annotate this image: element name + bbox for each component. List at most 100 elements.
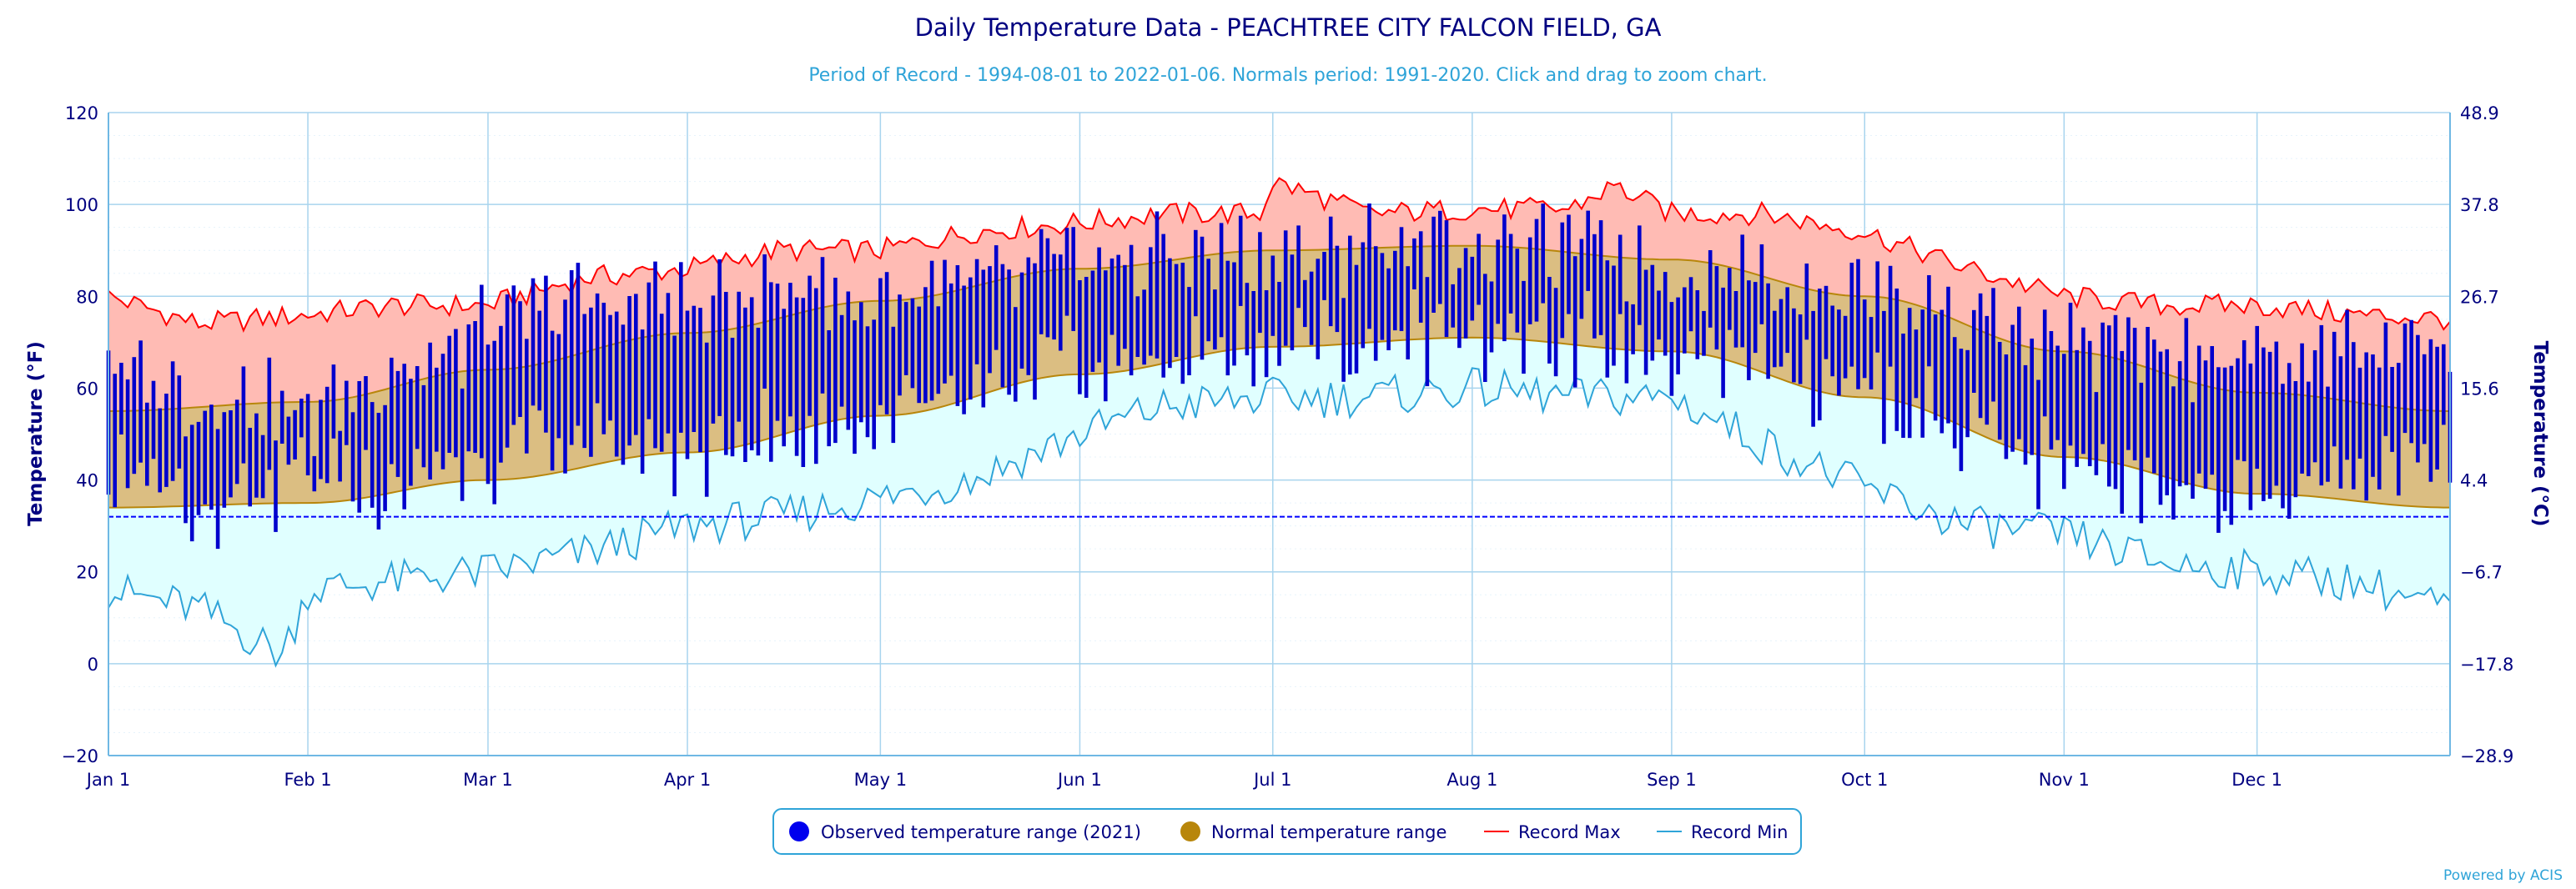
observed-bar [1406, 266, 1410, 359]
legend-item-record-max[interactable]: Record Max [1484, 822, 1621, 842]
observed-bar [1200, 236, 1205, 360]
observed-bar [2267, 351, 2272, 500]
observed-bar [1084, 277, 1089, 398]
observed-bar [788, 283, 792, 417]
legend-item-record-min[interactable]: Record Min [1657, 822, 1789, 842]
observed-bar [2042, 309, 2047, 417]
observed-bar [943, 259, 947, 384]
observed-bar [2312, 350, 2317, 463]
observed-bar [537, 310, 541, 411]
observed-bar [2062, 354, 2066, 490]
y2-tick-label: −28.9 [2460, 746, 2513, 766]
observed-bar [2087, 340, 2092, 466]
observed-bar [1676, 297, 1680, 374]
legend-observed-marker [789, 821, 809, 841]
observed-bar [486, 344, 491, 485]
y-tick-label: −20 [62, 746, 98, 766]
observed-bar [582, 314, 586, 449]
observed-bar [1721, 287, 1725, 399]
observed-bar [1496, 239, 1500, 324]
observed-bar [801, 298, 806, 467]
observed-bar [743, 307, 747, 462]
observed-bar [428, 342, 432, 480]
observed-bar [1901, 334, 1905, 438]
observed-bar [1149, 247, 1153, 356]
observed-bar [1399, 227, 1404, 331]
observed-bar [1296, 225, 1301, 309]
observed-bar [2055, 345, 2060, 440]
observed-bar [1695, 290, 1700, 359]
observed-bar [2120, 350, 2124, 514]
observed-bar [2281, 384, 2285, 509]
observed-bar [440, 354, 445, 470]
observed-bar [865, 326, 870, 438]
observed-bar [215, 429, 220, 550]
observed-bar [2081, 327, 2085, 455]
observed-bar [170, 361, 175, 481]
observed-bar [1785, 287, 1789, 354]
y2-tick-label: 37.8 [2460, 195, 2499, 215]
observed-bar [1213, 289, 1217, 350]
observed-bar [2075, 349, 2079, 467]
observed-bar [1894, 289, 1899, 431]
observed-bar [627, 296, 631, 446]
observed-bar [1978, 293, 1983, 419]
observed-bar [132, 357, 137, 475]
observed-bar [1161, 234, 1165, 378]
observed-bar [1824, 285, 1829, 359]
legend-item-observed[interactable]: Observed temperature range (2021) [789, 821, 1141, 842]
acis-credit-link[interactable]: Powered by ACIS [2443, 867, 2563, 884]
observed-bar [1007, 269, 1011, 395]
observed-bar [435, 367, 439, 452]
y-tick-label: 20 [76, 563, 98, 583]
observed-bar [666, 293, 671, 434]
observed-bar [1328, 216, 1333, 327]
observed-bar [679, 262, 683, 433]
observed-bar [2248, 363, 2253, 510]
observed-bar [1527, 237, 1532, 324]
record-min-line [108, 367, 2451, 668]
observed-bar [2352, 342, 2356, 490]
legend[interactable]: Observed temperature range (2021) Normal… [772, 808, 1802, 855]
observed-bar [2094, 392, 2099, 475]
x-tick-label: Jul 1 [1252, 770, 1291, 790]
x-tick-label: Nov 1 [2039, 770, 2090, 790]
observed-bar [737, 291, 741, 422]
observed-bar [1612, 265, 1616, 366]
observed-bars[interactable] [106, 203, 2453, 550]
observed-bar [1425, 277, 1430, 387]
observed-bar [319, 399, 323, 480]
observed-bar [1444, 220, 1449, 338]
observed-bar [248, 428, 252, 507]
observed-bar [505, 294, 510, 448]
observed-bar [1206, 259, 1210, 342]
observed-bar [846, 291, 851, 430]
observed-bar [2030, 339, 2034, 455]
observed-bar [1270, 255, 1275, 336]
observed-bar [1335, 245, 1340, 333]
observed-bar [480, 284, 484, 459]
observed-bar [981, 269, 986, 408]
y-tick-label: 80 [76, 287, 98, 307]
observed-bar [299, 399, 304, 438]
observed-bar [2255, 325, 2259, 470]
observed-bar [234, 399, 239, 485]
observed-bar [1766, 283, 1770, 379]
observed-bar [1033, 263, 1037, 400]
observed-bar [1702, 310, 1706, 356]
observed-bar [1553, 288, 1558, 377]
observed-bar [1238, 215, 1243, 306]
observed-bar [2293, 381, 2298, 498]
observed-bar [1277, 282, 1281, 366]
y2-tick-label: 15.6 [2460, 379, 2499, 399]
observed-bar [1194, 229, 1198, 317]
observed-bar [1245, 283, 1250, 356]
observed-bar [1708, 250, 1713, 328]
observed-bar [499, 325, 503, 463]
observed-bar [2177, 361, 2182, 487]
x-tick-label: Jan 1 [85, 770, 130, 790]
legend-item-normal[interactable]: Normal temperature range [1180, 821, 1446, 842]
observed-bar [775, 284, 780, 421]
observed-bar [2171, 386, 2176, 520]
